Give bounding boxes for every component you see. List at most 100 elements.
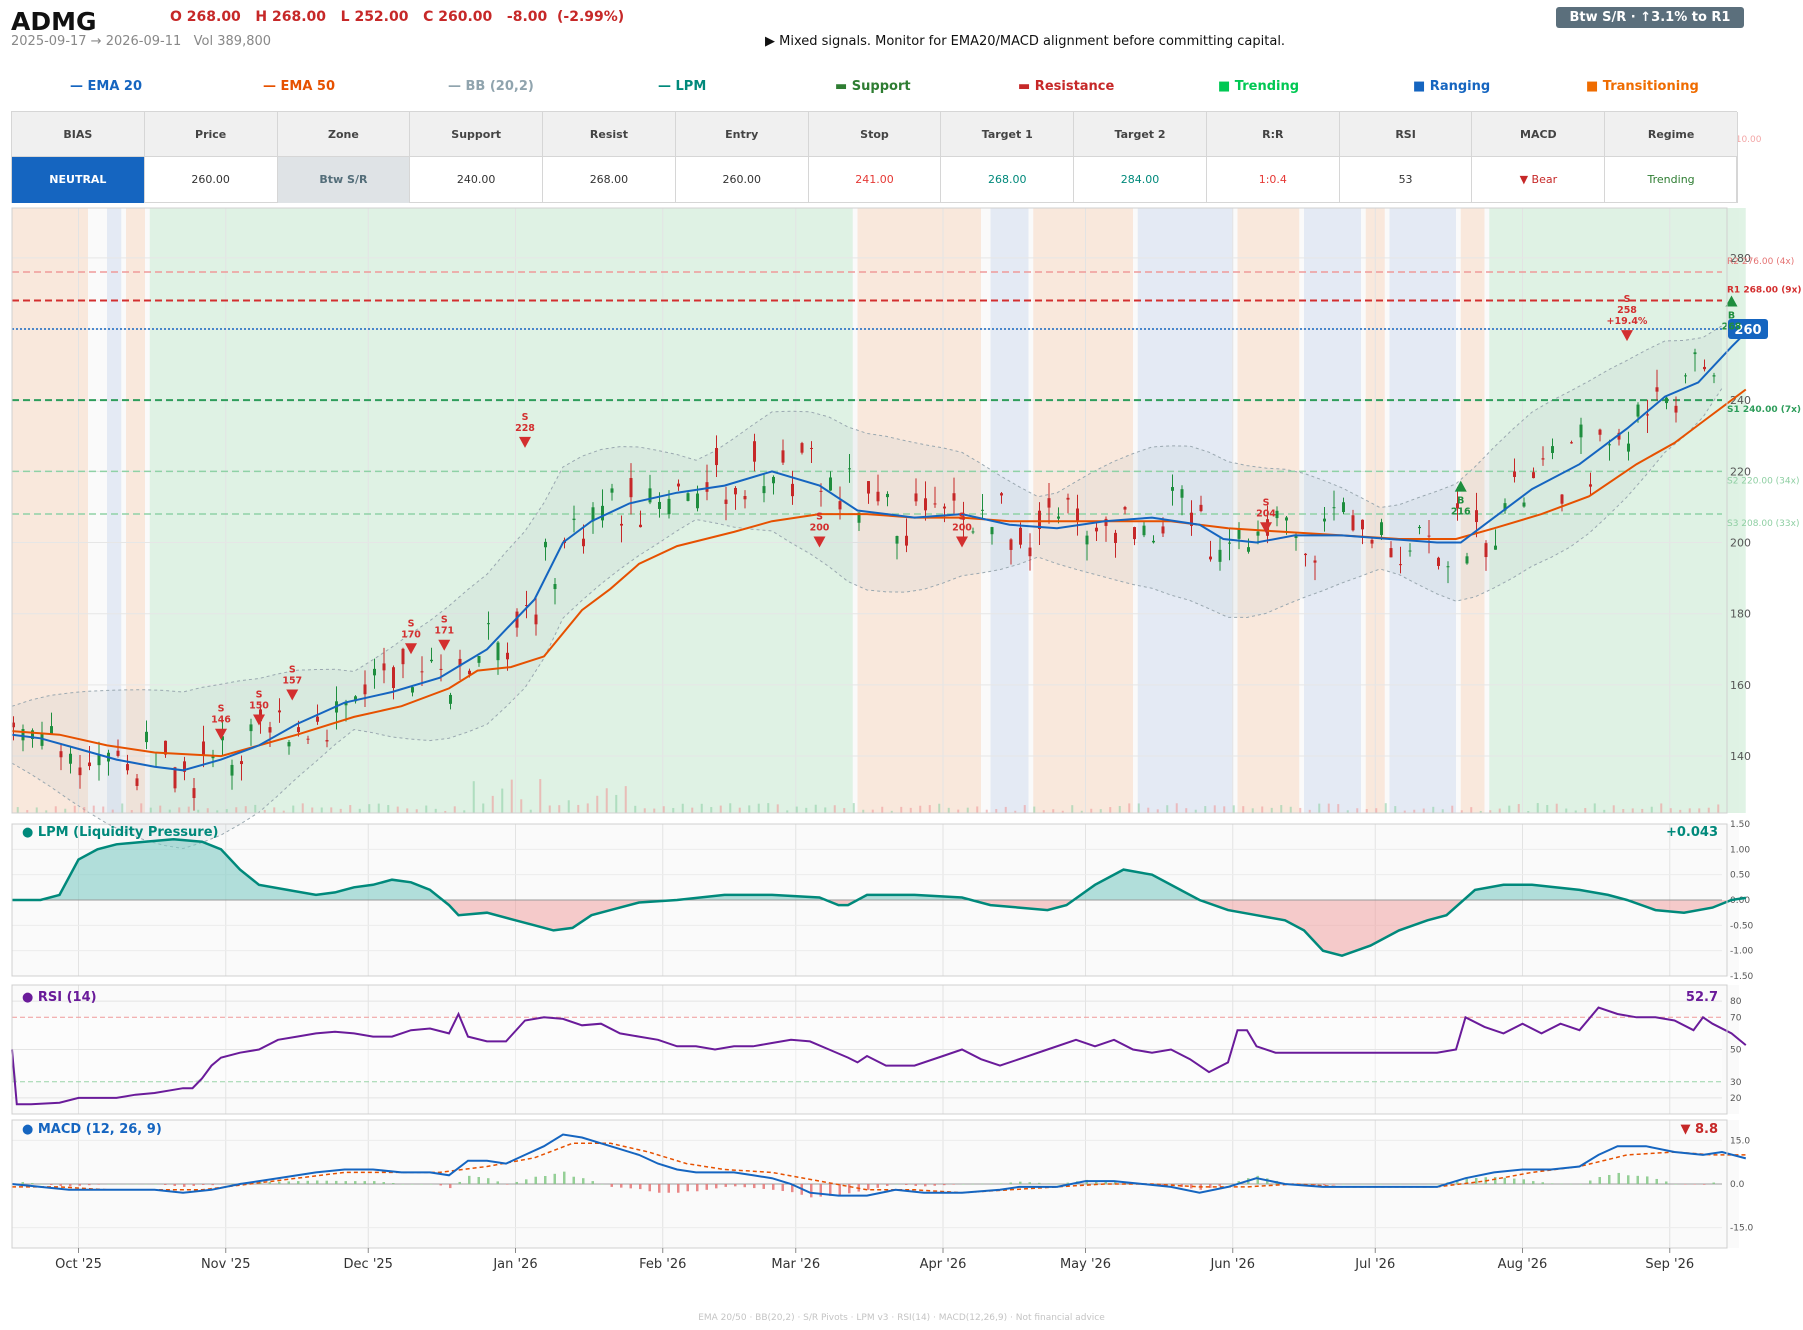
volume-bar <box>900 806 903 813</box>
candle-body <box>572 518 576 521</box>
candle-body <box>1399 564 1402 566</box>
legend-resistance[interactable]: ▬ Resistance <box>1018 79 1115 94</box>
volume-bar <box>368 804 371 813</box>
candle-body <box>1627 443 1630 452</box>
macd-histogram-bar <box>287 1181 290 1184</box>
volume-bar <box>263 809 266 813</box>
macd-histogram-bar <box>1532 1181 1535 1184</box>
candle-body <box>553 584 557 590</box>
macd-histogram-bar <box>1627 1175 1630 1184</box>
volume-bar <box>1137 803 1140 813</box>
legend-trending[interactable]: ■ Trending <box>1218 79 1300 94</box>
macd-histogram-bar <box>88 1184 91 1186</box>
signal-summary-table: BIAS NEUTRAL Price 260.00 Zone Btw S/R Support… <box>11 111 1738 203</box>
candle-body <box>164 740 167 755</box>
volume-bar <box>1261 806 1264 813</box>
volume-bar <box>159 805 162 813</box>
macd-histogram-bar <box>50 1184 53 1185</box>
volume-bar <box>767 803 770 813</box>
lpm-tick-label: -0.50 <box>1730 921 1754 931</box>
macd-histogram-bar <box>1494 1177 1497 1184</box>
candle-body <box>544 541 547 548</box>
x-axis-tick-label: Jun '26 <box>1209 1257 1255 1272</box>
x-axis-tick-label: Nov '25 <box>201 1257 251 1272</box>
legend-support[interactable]: ▬ Support <box>835 79 911 94</box>
volume-bar <box>1318 803 1321 813</box>
sell-signal-arrow <box>1621 330 1633 342</box>
macd-histogram-bar <box>116 1184 119 1185</box>
legend-bb[interactable]: — BB (20,2) <box>448 79 534 94</box>
legend-ema20[interactable]: — EMA 20 <box>70 79 143 94</box>
macd-histogram-bar <box>1000 1183 1003 1184</box>
candle-body <box>420 671 424 673</box>
macd-histogram-bar <box>1313 1184 1316 1186</box>
macd-histogram-bar <box>1674 1184 1677 1185</box>
lpm-tick-label: -1.50 <box>1730 972 1754 982</box>
volume-bar <box>339 808 342 813</box>
candle-body <box>392 667 395 689</box>
candle-body <box>50 726 53 734</box>
macd-histogram-bar <box>1418 1184 1421 1185</box>
volume-bar <box>1470 807 1473 813</box>
candle-body <box>1123 507 1127 510</box>
volume-bar <box>577 804 580 813</box>
signal-label: 228 <box>515 423 535 434</box>
candle-body <box>639 524 642 528</box>
signal-note: ▶ Mixed signals. Monitor for EMA20/MACD … <box>765 34 1286 49</box>
macd-histogram-bar <box>97 1184 100 1185</box>
candle-body <box>648 488 652 503</box>
panel-border <box>11 823 1728 977</box>
volume-bar <box>178 807 181 813</box>
signal-label: S <box>1624 294 1631 305</box>
volume-bar <box>444 810 447 813</box>
volume-bar <box>377 803 380 813</box>
volume-bar <box>1679 809 1682 813</box>
volume-bar <box>805 807 808 813</box>
macd-line <box>11 1133 1747 1197</box>
candle-body <box>1047 498 1051 508</box>
macd-histogram-bar <box>572 1176 575 1184</box>
candle-body <box>1456 503 1459 509</box>
macd-histogram-bar <box>553 1173 556 1184</box>
macd-histogram-bar <box>1218 1184 1221 1186</box>
volume-bar <box>852 803 855 813</box>
candle-body <box>933 503 937 505</box>
candle-body <box>924 498 927 511</box>
signal-label: S <box>441 615 448 626</box>
macd-histogram-bar <box>1522 1179 1525 1184</box>
volume-bar <box>320 807 323 813</box>
volume-bar <box>1717 804 1720 813</box>
volume-bar <box>1631 808 1634 813</box>
price-tick-label: 180 <box>1730 608 1751 621</box>
candle-body <box>876 491 880 502</box>
volume-bar <box>311 807 314 813</box>
candle-body <box>1076 508 1079 522</box>
candle-body <box>192 788 196 799</box>
legend-transitioning[interactable]: ■ Transitioning <box>1586 79 1699 94</box>
volume-bar <box>681 803 684 813</box>
legend-ranging[interactable]: ■ Ranging <box>1413 79 1491 94</box>
legend-ema50[interactable]: — EMA 50 <box>263 79 336 94</box>
candle-body <box>762 486 766 494</box>
legend-lpm[interactable]: — LPM <box>658 79 707 94</box>
volume-bar <box>1270 807 1273 813</box>
macd-histogram-bar <box>363 1181 366 1184</box>
macd-histogram-bar <box>1579 1184 1582 1185</box>
macd-histogram-bar <box>867 1184 870 1190</box>
candle-body <box>126 764 129 771</box>
candle-body <box>1475 510 1478 523</box>
signal-label: 200 <box>952 523 972 534</box>
volume-bar <box>1384 803 1387 813</box>
candle-body <box>895 536 899 544</box>
rsi-tick-label: 80 <box>1730 997 1742 1007</box>
macd-histogram-bar <box>1209 1184 1212 1188</box>
candle-body <box>1484 543 1488 558</box>
macd-histogram-bar <box>876 1184 879 1188</box>
macd-histogram-bar <box>1589 1180 1592 1184</box>
macd-histogram-bar <box>78 1184 81 1186</box>
candle-body <box>1665 397 1668 404</box>
macd-histogram-bar <box>933 1184 936 1186</box>
summary-value-cell: 241.00 <box>809 157 942 203</box>
volume-bar <box>216 810 219 813</box>
